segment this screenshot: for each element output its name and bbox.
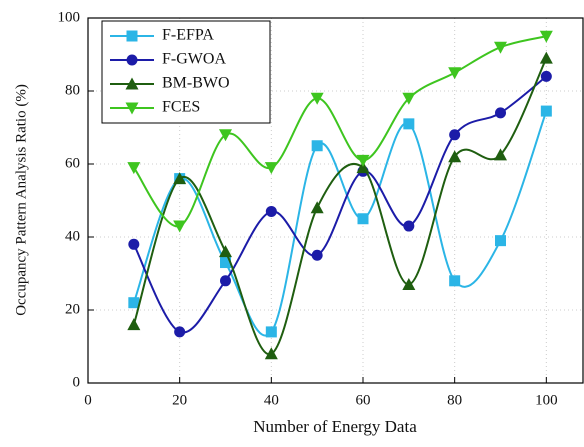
x-tick-label: 60 [356, 392, 371, 408]
plot-frame [87, 17, 584, 384]
marker [494, 148, 507, 161]
marker [220, 275, 231, 287]
marker [402, 277, 416, 290]
marker [126, 30, 138, 42]
marker [356, 154, 370, 167]
marker [449, 129, 461, 141]
marker [539, 51, 553, 64]
marker [448, 67, 462, 80]
series-line [133, 35, 547, 228]
legend-label: FCES [162, 99, 200, 116]
marker [265, 326, 277, 338]
y-tick-label: 0 [73, 374, 81, 390]
marker [174, 326, 186, 338]
marker [310, 201, 324, 214]
marker [219, 129, 232, 142]
x-tick-label: 40 [264, 392, 279, 408]
y-tick-label: 60 [65, 155, 80, 171]
marker [173, 220, 187, 233]
marker [494, 41, 507, 54]
y-tick-label: 40 [65, 228, 80, 244]
marker [219, 245, 232, 258]
marker [495, 235, 506, 247]
x-tick-label: 20 [172, 392, 187, 408]
marker [403, 220, 415, 232]
marker [127, 318, 141, 331]
x-tick-label: 0 [84, 392, 92, 408]
marker [403, 118, 415, 130]
y-axis-label: Occupancy Pattern Analysis Ratio (%) [13, 84, 29, 316]
x-axis-label: Number of Energy Data [253, 417, 417, 436]
marker [126, 54, 138, 66]
marker [264, 162, 278, 175]
marker [173, 172, 187, 185]
marker [448, 150, 462, 163]
y-tick-label: 20 [65, 301, 80, 317]
y-tick-label: 100 [58, 9, 81, 25]
marker [539, 30, 553, 43]
marker [125, 102, 139, 115]
marker [128, 238, 140, 250]
marker [540, 70, 552, 82]
marker [128, 297, 140, 309]
marker [356, 161, 370, 174]
x-tick-label: 80 [447, 392, 462, 408]
marker [402, 92, 416, 105]
legend-label: BM-BWO [162, 75, 230, 92]
marker [357, 213, 369, 225]
legend-label: F-GWOA [162, 51, 226, 68]
marker [540, 105, 552, 117]
marker [265, 205, 277, 217]
series-line [132, 110, 548, 337]
marker [127, 162, 141, 175]
x-tick-label: 100 [535, 392, 558, 408]
marker [495, 107, 506, 119]
marker [220, 257, 231, 269]
marker [311, 140, 323, 152]
y-tick-label: 80 [65, 82, 80, 98]
legend-label: F-EFPA [162, 27, 214, 44]
series-line [132, 75, 547, 334]
marker [125, 77, 139, 90]
marker [449, 275, 461, 287]
marker [264, 347, 278, 360]
marker [310, 92, 324, 105]
marker [311, 249, 323, 261]
